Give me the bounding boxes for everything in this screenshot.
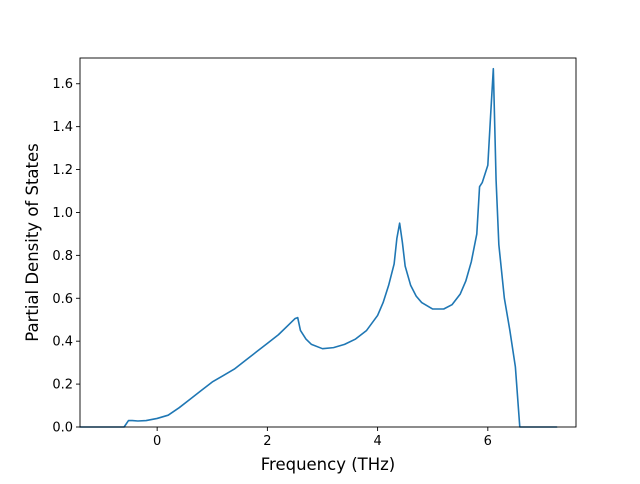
x-tick-label: 2 xyxy=(263,434,271,449)
x-axis-title: Frequency (THz) xyxy=(261,455,396,474)
y-tick-label: 1.0 xyxy=(52,206,73,221)
axes: 0 2 4 6 0.0 0.2 0.4 0.6 0.8 1.0 1.2 1.4 1.6 xyxy=(52,57,577,449)
x-tick-label: 6 xyxy=(484,434,492,449)
x-tick-label: 4 xyxy=(373,434,381,449)
y-tick-label: 1.6 xyxy=(52,77,73,92)
y-tick-label: 1.2 xyxy=(52,163,73,178)
y-tick-label: 1.4 xyxy=(52,120,73,135)
y-axis-title: Partial Density of States xyxy=(23,143,42,342)
axes-frame xyxy=(79,57,577,428)
y-tick-label: 0.4 xyxy=(52,335,73,350)
series-line-0 xyxy=(79,67,558,428)
y-tick-label: 0.2 xyxy=(52,378,73,393)
x-tick-label: 0 xyxy=(153,434,161,449)
y-tick-label: 0.6 xyxy=(52,292,73,307)
y-tick-label: 0.0 xyxy=(52,421,73,436)
y-tick-label: 0.8 xyxy=(52,249,73,264)
plot-area xyxy=(79,67,558,428)
